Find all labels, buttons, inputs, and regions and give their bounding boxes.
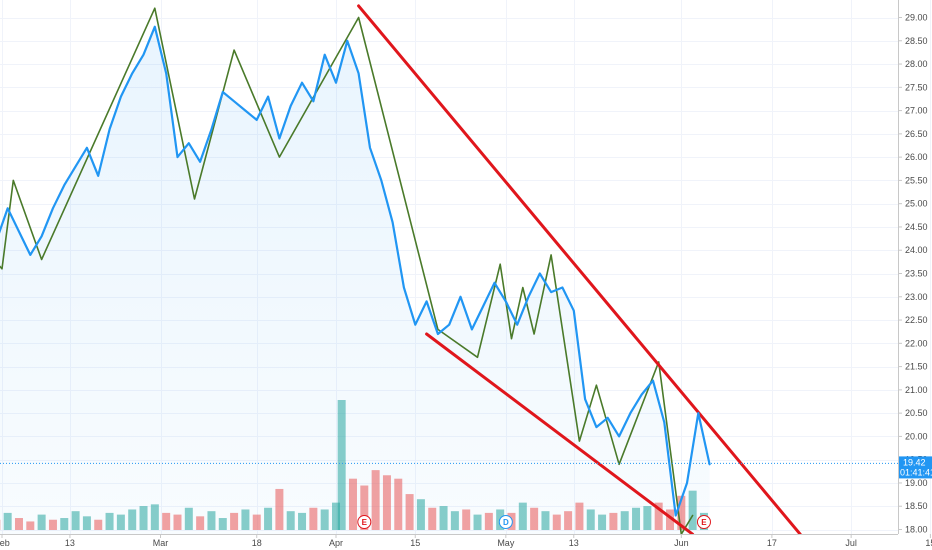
y-tick-label: 20.50	[905, 408, 928, 418]
y-tick-label: 22.50	[905, 315, 928, 325]
x-tick-label: May	[497, 538, 515, 548]
y-tick-label: 28.00	[905, 59, 928, 69]
x-tick-label: 15	[925, 538, 932, 548]
y-tick-label: 21.50	[905, 362, 928, 372]
x-tick-label: Feb	[0, 538, 10, 548]
x-tick-label: Jul	[845, 538, 857, 548]
y-tick-label: 18.00	[905, 525, 928, 535]
x-tick-label: 18	[252, 538, 262, 548]
event-label: E	[701, 518, 707, 527]
y-tick-label: 26.00	[905, 152, 928, 162]
y-tick-label: 27.00	[905, 106, 928, 116]
y-tick-label: 26.50	[905, 129, 928, 139]
x-tick-label: Apr	[329, 538, 343, 548]
upper-trendline	[357, 4, 802, 534]
y-tick-label: 25.50	[905, 175, 928, 185]
price-axis[interactable]: 18.0018.5019.0019.5020.0020.5021.0021.50…	[898, 13, 928, 535]
series-lines	[0, 4, 802, 534]
y-tick-label: 19.00	[905, 478, 928, 488]
y-tick-label: 23.50	[905, 269, 928, 279]
event-marker[interactable]: E	[696, 515, 711, 529]
y-tick-label: 21.00	[905, 385, 928, 395]
event-marker[interactable]: E	[357, 515, 372, 529]
y-tick-label: 23.00	[905, 292, 928, 302]
bar-countdown-label: 01:41:41	[900, 467, 932, 477]
event-circle	[357, 515, 372, 529]
event-circle	[498, 515, 513, 529]
current-price-tag: 19.42 01:41:41	[899, 456, 932, 479]
y-tick-label: 25.00	[905, 199, 928, 209]
lower-trendline	[425, 332, 695, 534]
y-tick-label: 20.00	[905, 431, 928, 441]
current-price-label: 19.42	[903, 457, 926, 467]
x-tick-label: Mar	[153, 538, 169, 548]
x-tick-label: 13	[569, 538, 579, 548]
y-tick-label: 28.50	[905, 36, 928, 46]
x-tick-label: 17	[767, 538, 777, 548]
y-tick-label: 24.00	[905, 245, 928, 255]
event-label: E	[362, 518, 368, 527]
y-tick-label: 22.00	[905, 338, 928, 348]
event-marker[interactable]: D	[498, 515, 513, 529]
event-label: D	[503, 518, 509, 527]
y-tick-label: 29.00	[905, 13, 928, 23]
event-circle	[696, 515, 711, 529]
zigzag-line	[0, 7, 694, 534]
x-tick-label: 15	[410, 538, 420, 548]
y-tick-label: 18.50	[905, 501, 928, 511]
y-tick-label: 24.50	[905, 222, 928, 232]
time-axis[interactable]: Feb 13 Mar 18 Apr 15 May 13 Jun 17 Jul 15	[0, 534, 932, 548]
y-tick-label: 27.50	[905, 82, 928, 92]
price-area-fill	[0, 26, 710, 534]
price-line	[0, 25, 711, 517]
x-tick-label: 13	[65, 538, 75, 548]
x-tick-label: Jun	[674, 538, 689, 548]
